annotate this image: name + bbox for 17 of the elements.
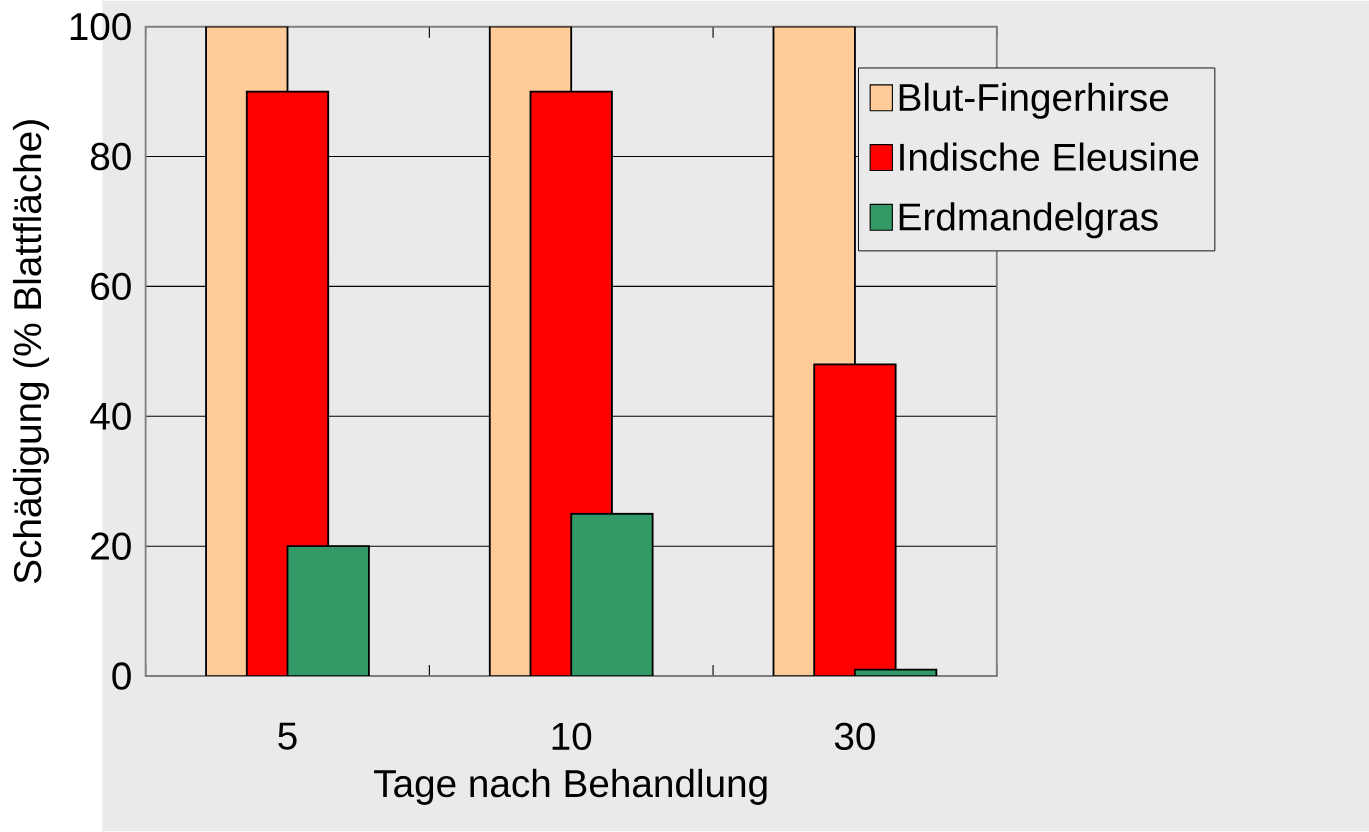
x-axis-title: Tage nach Behandlung (374, 769, 767, 806)
legend-label: Erdmandelgras (899, 202, 1158, 239)
y-tick-label: 100 (70, 13, 131, 41)
y-tick-label: 40 (90, 402, 131, 431)
x-tick-label: 5 (278, 722, 297, 750)
y-tick-label: 80 (90, 143, 131, 171)
x-tick-label: 10 (552, 722, 592, 751)
y-tick-label: 20 (91, 532, 131, 561)
y-axis-title: Schädigung (% Blattfläche) (12, 120, 49, 584)
legend-label: Blut-Fingerhirse (899, 83, 1169, 120)
bar (813, 363, 897, 677)
y-tick-label: 0 (112, 662, 131, 691)
bar (570, 513, 654, 677)
x-tick-label: 30 (834, 722, 875, 751)
legend-label: Indische Eleusine (900, 142, 1199, 172)
bar (287, 546, 369, 677)
y-tick-label: 60 (91, 272, 131, 301)
